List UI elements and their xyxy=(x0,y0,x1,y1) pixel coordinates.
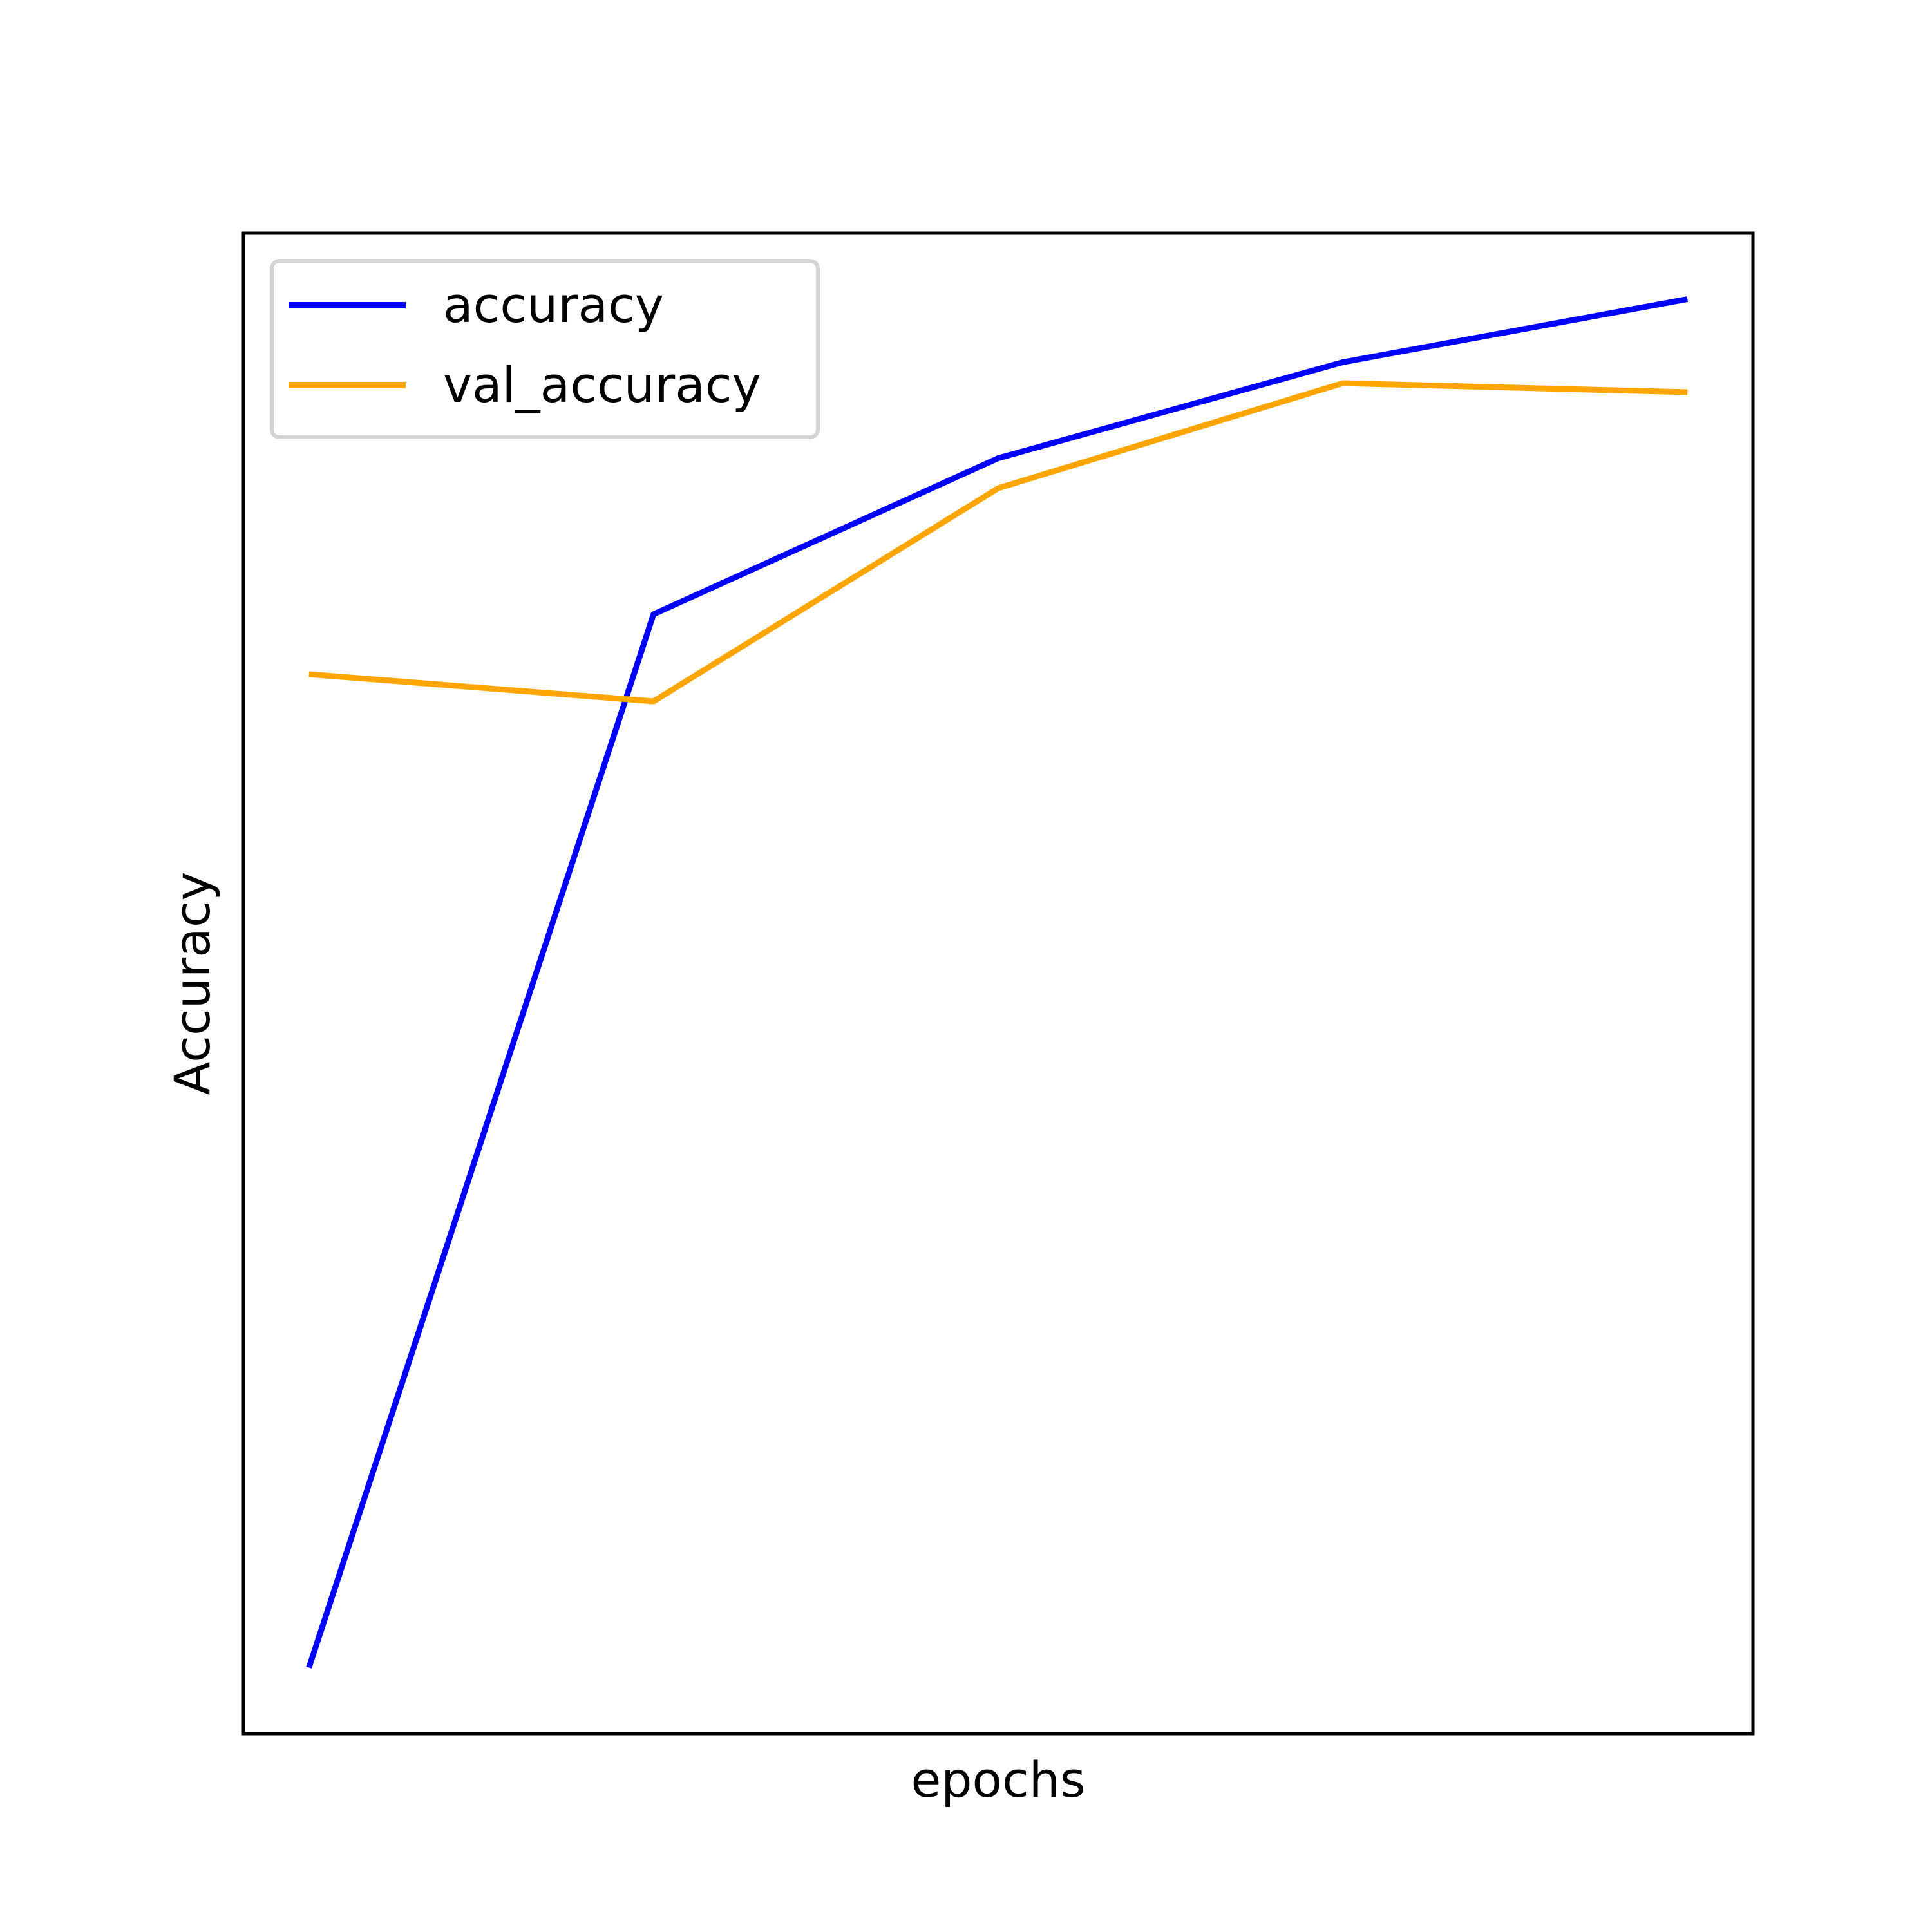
x-axis-label: epochs xyxy=(911,1751,1085,1808)
y-axis-label: Accuracy xyxy=(164,872,221,1095)
legend-label-val-accuracy: val_accuracy xyxy=(443,356,761,413)
legend-box xyxy=(270,259,820,439)
legend-label-accuracy: accuracy xyxy=(443,276,664,334)
plot-frame xyxy=(242,231,1755,1736)
series-line-accuracy xyxy=(306,296,1689,1669)
series-line-val-accuracy xyxy=(308,380,1688,705)
series-layer xyxy=(306,296,1689,1669)
legend: accuracy val_accuracy xyxy=(270,259,820,439)
